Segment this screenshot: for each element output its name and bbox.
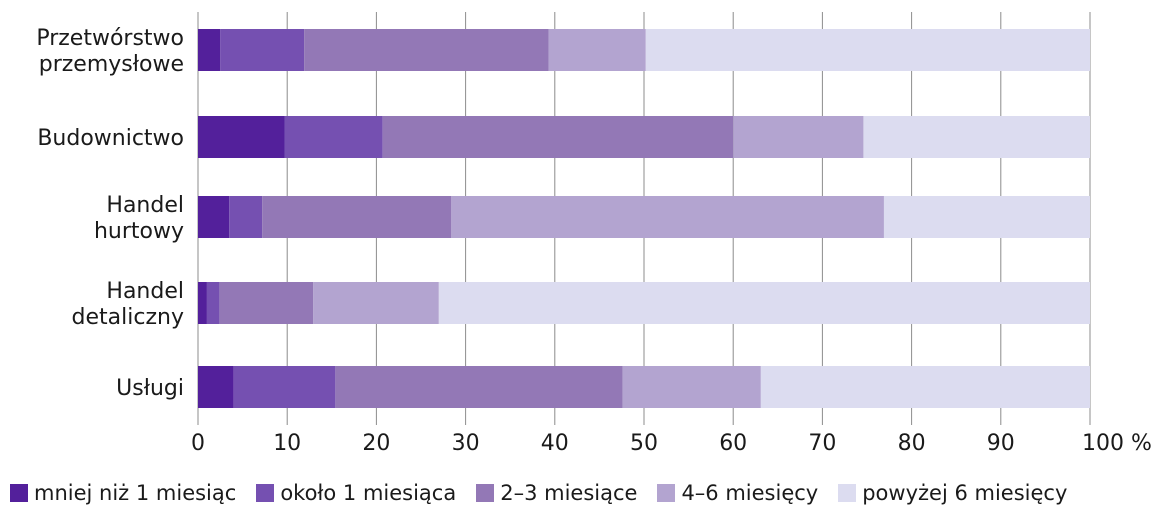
bar-segment: [198, 282, 207, 324]
legend: mniej niż 1 miesiąc około 1 miesiąca 2–3 m…: [0, 478, 1161, 508]
category-label: przemysłowe: [39, 52, 184, 77]
legend-swatch: [838, 484, 857, 502]
x-tick-label: 20: [362, 431, 390, 456]
x-tick-label: 70: [808, 431, 836, 456]
x-tick-label: 50: [630, 431, 658, 456]
legend-label: powyżej 6 miesięcy: [862, 481, 1068, 505]
category-label: Przetwórstwo: [36, 26, 184, 51]
bar-segment: [883, 196, 1090, 238]
category-label: Handel: [106, 193, 184, 218]
legend-item: 4–6 miesięcy: [657, 480, 818, 506]
legend-swatch: [657, 484, 676, 502]
bar-segment: [622, 366, 761, 408]
bar-segment: [863, 116, 1090, 158]
category-label: Handel: [106, 279, 184, 304]
x-tick-label: 80: [898, 431, 926, 456]
bar-segment: [198, 116, 285, 158]
bar-segment: [220, 29, 305, 71]
bars: [198, 29, 1091, 408]
bar-segment: [313, 282, 439, 324]
legend-label: 4–6 miesięcy: [681, 481, 819, 505]
legend-item: około 1 miesiąca: [256, 480, 456, 506]
x-tick-label: 0: [191, 431, 205, 456]
bar-segment: [284, 116, 383, 158]
bar-segment: [206, 282, 220, 324]
x-tick-label: 60: [719, 431, 747, 456]
bar-segment: [335, 366, 623, 408]
bar-segment: [233, 366, 336, 408]
category-label: hurtowy: [94, 219, 184, 244]
legend-label: 2–3 miesiące: [500, 481, 638, 505]
x-tick-label: 100 %: [1082, 431, 1152, 456]
bar-segment: [198, 196, 230, 238]
legend-label: mniej niż 1 miesiąc: [34, 481, 237, 505]
bar-segment: [198, 29, 221, 71]
category-label: Budownictwo: [37, 126, 184, 151]
bar-segment: [219, 282, 314, 324]
x-tick-label: 10: [273, 431, 301, 456]
bar-segment: [198, 366, 234, 408]
category-label: detaliczny: [72, 305, 184, 330]
x-tick-label: 30: [452, 431, 480, 456]
bar-segment: [451, 196, 884, 238]
x-tick-label: 40: [541, 431, 569, 456]
bar-segment: [548, 29, 646, 71]
x-tick-labels: 0 10 20 30 40 50 60 70 80 90 100 %: [191, 431, 1152, 456]
legend-item: mniej niż 1 miesiąc: [10, 480, 236, 506]
category-label: Usługi: [116, 376, 184, 401]
bar-segment: [760, 366, 1090, 408]
legend-swatch: [10, 484, 28, 502]
bar-segment: [304, 29, 549, 71]
legend-swatch: [476, 484, 495, 502]
bar-segment: [645, 29, 1090, 71]
legend-label: około 1 miesiąca: [280, 481, 457, 505]
legend-item: 2–3 miesiące: [476, 480, 637, 506]
bar-segment: [262, 196, 452, 238]
bar-segment: [382, 116, 734, 158]
legend-swatch: [256, 484, 275, 502]
bar-segment: [229, 196, 263, 238]
legend-item: powyżej 6 miesięcy: [838, 480, 1067, 506]
bar-segment: [733, 116, 864, 158]
bar-segment: [438, 282, 1091, 324]
x-tick-label: 90: [987, 431, 1015, 456]
